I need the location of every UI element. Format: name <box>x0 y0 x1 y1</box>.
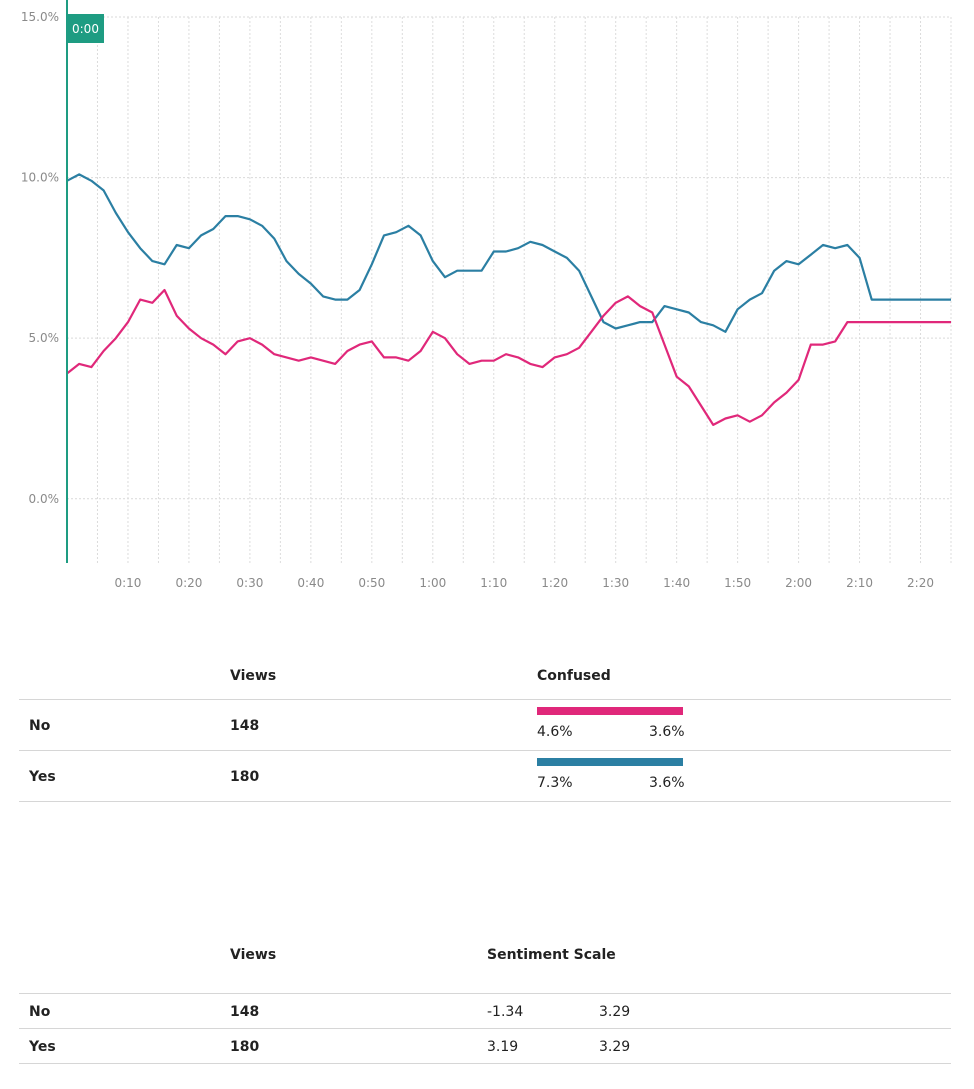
views-value: 180 <box>230 1039 260 1055</box>
y-tick-label: 10.0% <box>21 171 59 185</box>
x-axis: 0:10 0:20 0:30 0:40 0:50 1:00 1:10 1:20 1:30 1:40… <box>114 576 934 590</box>
row-label: Yes <box>29 769 56 785</box>
y-tick-label: 5.0% <box>29 331 60 345</box>
x-tick-label: 1:10 <box>480 576 507 590</box>
x-tick-label: 2:20 <box>907 576 934 590</box>
playhead[interactable]: 0:00 <box>66 0 104 563</box>
y-tick-label: 0.0% <box>29 492 60 506</box>
confused-table: Views Confused No 148 4.6% 3.6% Yes 180 … <box>19 655 951 802</box>
x-tick-label: 2:10 <box>846 576 873 590</box>
table-row: Yes 180 7.3% 3.6% <box>19 751 951 802</box>
series-line-no <box>66 288 951 426</box>
x-tick-label: 1:50 <box>724 576 751 590</box>
sentiment-baseline: 3.29 <box>599 1004 631 1020</box>
x-tick-label: 0:20 <box>175 576 202 590</box>
confused-value: 7.3% <box>537 775 573 791</box>
x-tick-label: 1:30 <box>602 576 629 590</box>
sentiment-value: 3.19 <box>487 1039 519 1055</box>
confused-header: Confused <box>537 668 611 684</box>
table-header: Views Confused <box>19 655 951 700</box>
table-header: Views Sentiment Scale <box>19 935 951 994</box>
playhead-badge <box>67 14 104 43</box>
table-row: Yes 180 3.19 3.29 <box>19 1029 951 1064</box>
sentiment-table: Views Sentiment Scale No 148 -1.34 3.29 … <box>19 935 951 1064</box>
views-value: 180 <box>230 769 260 785</box>
row-label: No <box>29 718 51 734</box>
x-tick-label: 0:30 <box>236 576 263 590</box>
views-header: Views <box>230 947 277 963</box>
x-tick-label: 1:20 <box>541 576 568 590</box>
y-tick-label: 15.0% <box>21 10 59 24</box>
sentiment-header: Sentiment Scale <box>487 947 616 963</box>
series-line-yes <box>66 173 951 333</box>
confused-bar-no <box>537 707 683 715</box>
x-tick-label: 1:40 <box>663 576 690 590</box>
playhead-time-label: 0:00 <box>72 22 99 36</box>
table-row: No 148 4.6% 3.6% <box>19 700 951 751</box>
confused-baseline: 3.6% <box>649 724 685 740</box>
confused-bar-yes <box>537 758 683 766</box>
x-tick-label: 0:40 <box>297 576 324 590</box>
grid <box>67 16 952 563</box>
sentiment-baseline: 3.29 <box>599 1039 631 1055</box>
x-tick-label: 0:50 <box>358 576 385 590</box>
sentiment-value: -1.34 <box>487 1004 524 1020</box>
emotion-line-chart: 15.0% 10.0% 5.0% 0.0% 0:10 0:20 0:30 0:40 0:50 1… <box>21 0 952 590</box>
row-label: No <box>29 1004 51 1020</box>
views-value: 148 <box>230 718 260 734</box>
row-label: Yes <box>29 1039 56 1055</box>
views-header: Views <box>230 668 277 684</box>
x-tick-label: 0:10 <box>114 576 141 590</box>
series-lines <box>66 173 951 426</box>
x-tick-label: 1:00 <box>419 576 446 590</box>
table-row: No 148 -1.34 3.29 <box>19 994 951 1029</box>
y-axis: 15.0% 10.0% 5.0% 0.0% <box>21 10 59 506</box>
x-tick-label: 2:00 <box>785 576 812 590</box>
confused-baseline: 3.6% <box>649 775 685 791</box>
confused-value: 4.6% <box>537 724 573 740</box>
views-value: 148 <box>230 1004 260 1020</box>
